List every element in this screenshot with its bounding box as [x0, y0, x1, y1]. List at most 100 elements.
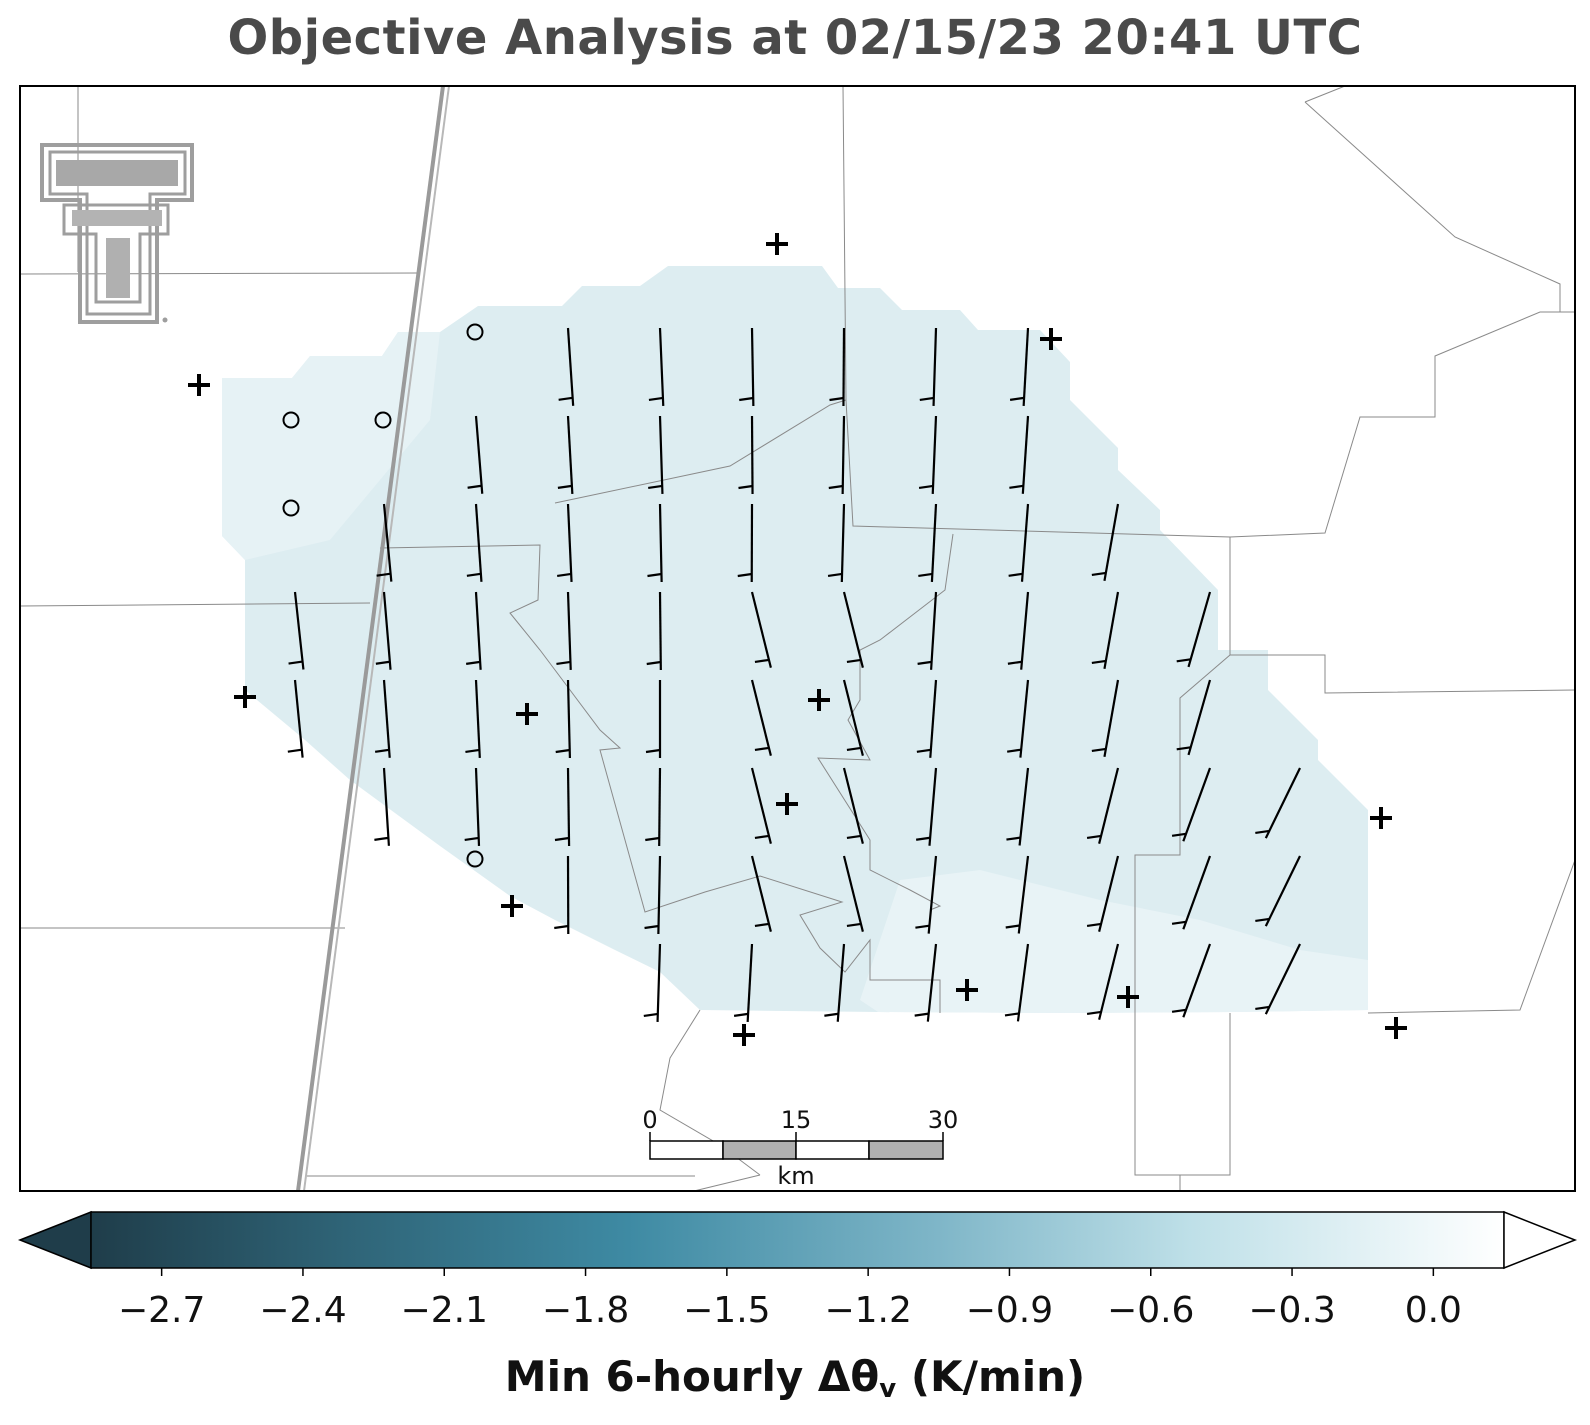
wind-barb [1255, 855, 1301, 927]
wind-barb [557, 415, 574, 494]
wind-barb [750, 767, 772, 844]
texas-tech-logo [40, 143, 194, 324]
wind-barb [558, 327, 575, 406]
wind-barb [738, 415, 754, 495]
colorbar-tick-label: −1.8 [542, 1290, 629, 1331]
station-markers [188, 233, 1407, 1046]
colorbar-ticks: −2.7 −2.4 −2.1 −1.8 −1.5 −1.2 −0.9 −0.6 −0.3 0.0 [118, 1268, 1462, 1331]
wind-barb [1009, 415, 1030, 494]
wind-barb [739, 327, 755, 407]
analysis-shading-light [860, 870, 1368, 1013]
station-plus-marker [766, 233, 788, 255]
colorbar-tick-label: −0.9 [966, 1290, 1053, 1331]
station-plus-marker [188, 374, 210, 396]
colorbar-tick-label: −2.7 [118, 1290, 205, 1331]
county-boundaries [19, 85, 1576, 1192]
colorbar-extend-high [1503, 1210, 1578, 1270]
wind-barb [1009, 327, 1030, 406]
colorbar-tick-label: −0.3 [1248, 1290, 1335, 1331]
wind-barb [643, 943, 662, 1022]
analysis-shading-light-west [222, 332, 440, 560]
scale-label-15: 15 [781, 1106, 812, 1134]
wind-barb [842, 591, 864, 668]
wind-barb [466, 503, 483, 582]
map-frame [19, 85, 1576, 1192]
colorbar-label-unit: (K/min) [910, 1352, 1086, 1401]
analysis-shading [222, 266, 1368, 1013]
wind-barb [828, 415, 846, 495]
wind-barb [750, 591, 772, 668]
station-plus-marker [733, 1024, 755, 1046]
colorbar: −2.7 −2.4 −2.1 −1.8 −1.5 −1.2 −0.9 −0.6 −0.3 0.0 [17, 1210, 1578, 1331]
colorbar-tick-label: −2.1 [401, 1290, 488, 1331]
colorbar-label: Min 6-hourly Δθv (K/min) [0, 1352, 1590, 1404]
wind-barb [467, 415, 484, 494]
wind-barb [1171, 767, 1212, 842]
colorbar-label-sub: v [879, 1374, 897, 1404]
station-plus-marker [1385, 1017, 1407, 1039]
wind-barb [1091, 591, 1120, 670]
wind-barb [288, 591, 305, 670]
wind-barb [464, 767, 481, 846]
station-calm-marker [466, 323, 484, 341]
wind-barbs [287, 327, 1301, 1022]
colorbar-tick-label: −2.4 [259, 1290, 346, 1331]
scale-unit: km [777, 1162, 814, 1190]
wind-barb [1004, 943, 1030, 1022]
map-title: Objective Analysis at 02/15/23 20:41 UTC [227, 10, 1363, 66]
wind-barb [842, 679, 864, 756]
wind-barb [918, 415, 938, 494]
wind-barb [376, 503, 393, 582]
wind-barb [1176, 679, 1212, 756]
wind-barb [465, 679, 481, 758]
colorbar-tick-label: −0.6 [1107, 1290, 1194, 1331]
station-plus-marker [1370, 807, 1392, 829]
wind-barb [733, 943, 754, 1022]
colorbar-label-main: Min 6-hourly Δθ [504, 1352, 880, 1401]
station-calm-marker [282, 499, 300, 517]
wind-barb [1086, 855, 1120, 932]
wind-barb [465, 591, 482, 670]
state-line [296, 85, 450, 1192]
wind-barb [842, 767, 864, 844]
colorbar-extend-low [17, 1210, 92, 1270]
wind-barb [1091, 679, 1120, 758]
wind-barb [914, 943, 938, 1022]
wind-barb [287, 679, 304, 758]
wind-barb [1176, 591, 1212, 668]
station-plus-marker [516, 703, 538, 725]
wind-barb [827, 503, 846, 583]
wind-barb [750, 679, 772, 756]
station-plus-marker [234, 686, 256, 708]
wind-barb [919, 327, 938, 406]
station-plus-marker [1117, 986, 1139, 1008]
wind-barb [916, 679, 938, 758]
wind-barb [555, 679, 572, 759]
wind-barb [1008, 503, 1030, 582]
wind-barb [737, 503, 754, 583]
wind-barb [1007, 591, 1030, 670]
wind-barb [842, 855, 864, 932]
wind-barb [647, 503, 663, 583]
station-plus-marker [956, 979, 978, 1001]
wind-barb [1171, 943, 1212, 1018]
wind-barb [1086, 767, 1120, 844]
wind-barb [824, 943, 846, 1022]
wind-barb [915, 855, 938, 934]
wind-barb [1091, 503, 1120, 582]
wind-barb [554, 767, 571, 847]
station-plus-marker [776, 793, 798, 815]
scale-label-0: 0 [642, 1106, 657, 1134]
wind-barb [556, 591, 572, 670]
wind-barb [1007, 679, 1030, 758]
wind-barb [1006, 767, 1030, 846]
wind-barb [915, 767, 938, 846]
colorbar-tick-label: −1.5 [683, 1290, 770, 1331]
wind-barb [374, 767, 390, 846]
wind-barb [1255, 767, 1301, 839]
wind-barb [645, 767, 662, 847]
wind-barb [917, 591, 938, 670]
station-plus-marker [808, 689, 830, 711]
scale-bar: 0 15 30 km [642, 1106, 958, 1190]
